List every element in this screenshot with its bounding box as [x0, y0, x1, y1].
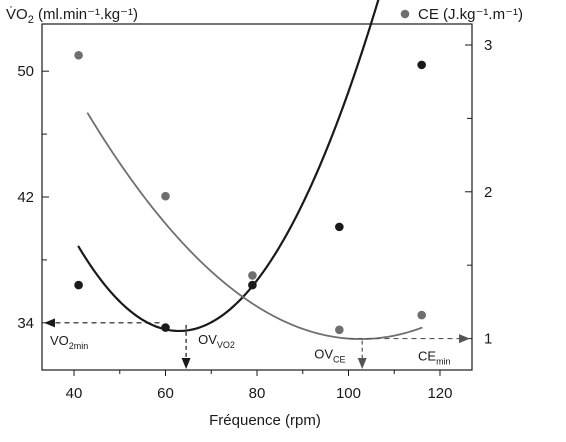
vo2-min-label: VO2min: [50, 333, 88, 351]
right-tick-label: 3: [484, 37, 492, 54]
ov-vo2-label-main: OV: [198, 332, 217, 347]
vo2-min-arrowhead: [44, 318, 55, 328]
left-axis-title-prefix: V̇O: [6, 6, 28, 23]
left-axis-title-sub: 2: [28, 14, 34, 26]
ticks-layer: 40 60 80 100 120 34 42 50 1 2 3: [17, 37, 492, 402]
plot-frame: [41, 23, 473, 371]
x-tick-label: 100: [336, 385, 361, 402]
x-tick-label: 80: [249, 385, 266, 402]
ov-ce-label-sub: CE: [333, 355, 346, 365]
ov-ce-arrowhead: [357, 358, 367, 369]
x-tick-label: 40: [66, 385, 83, 402]
x-tick-label: 120: [427, 385, 452, 402]
points-layer: [74, 50, 426, 335]
ce-fit-curve: [86, 112, 423, 340]
ce-min-label-sub: min: [436, 357, 451, 367]
ce-min-label: CEmin: [418, 349, 451, 367]
ce-legend-marker: [400, 9, 410, 19]
left-tick-label: 42: [17, 189, 34, 206]
ov-ce-label-main: OV: [314, 347, 333, 362]
vo2-data-point: [248, 280, 257, 290]
ce-data-point: [248, 271, 257, 280]
ce-data-point: [417, 310, 426, 320]
vo2-fit-curve: [77, 0, 380, 333]
vo2-min-label-sub: 2min: [69, 341, 89, 351]
ce-min-label-main: CE: [418, 349, 436, 364]
ce-data-point: [161, 191, 170, 201]
right-tick-label: 2: [484, 184, 492, 201]
left-tick-label: 34: [17, 315, 34, 332]
x-tick-label: 60: [157, 385, 174, 402]
vo2-data-point: [335, 222, 344, 232]
vo2-data-point: [417, 60, 426, 70]
ov-vo2-arrowhead: [181, 358, 191, 369]
vo2-data-point: [74, 280, 83, 290]
right-axis-title: CE (J.kg⁻¹.m⁻¹): [418, 6, 523, 23]
ce-data-point: [335, 325, 344, 335]
left-axis-title-suffix: (ml.min⁻¹.kg⁻¹): [34, 6, 138, 23]
vo2-min-label-main: VO: [50, 333, 69, 348]
ce-min-arrowhead: [459, 334, 470, 344]
x-axis-title: Fréquence (rpm): [209, 412, 321, 429]
ov-vo2-label-sub: VO2: [217, 340, 235, 350]
frame-layer: [41, 23, 473, 371]
curves-layer: [77, 0, 423, 340]
vo2-data-point: [161, 323, 170, 332]
ov-ce-label: OVCE: [314, 347, 345, 365]
left-axis-title: V̇O2 (ml.min⁻¹.kg⁻¹): [6, 6, 138, 26]
ov-vo2-label: OVVO2: [198, 332, 235, 350]
labels-layer: V̇O2 (ml.min⁻¹.kg⁻¹) CE (J.kg⁻¹.m⁻¹)Fréqu…: [6, 6, 523, 429]
right-tick-label: 1: [484, 331, 492, 348]
left-tick-label: 50: [17, 63, 34, 80]
ce-data-point: [74, 50, 83, 60]
